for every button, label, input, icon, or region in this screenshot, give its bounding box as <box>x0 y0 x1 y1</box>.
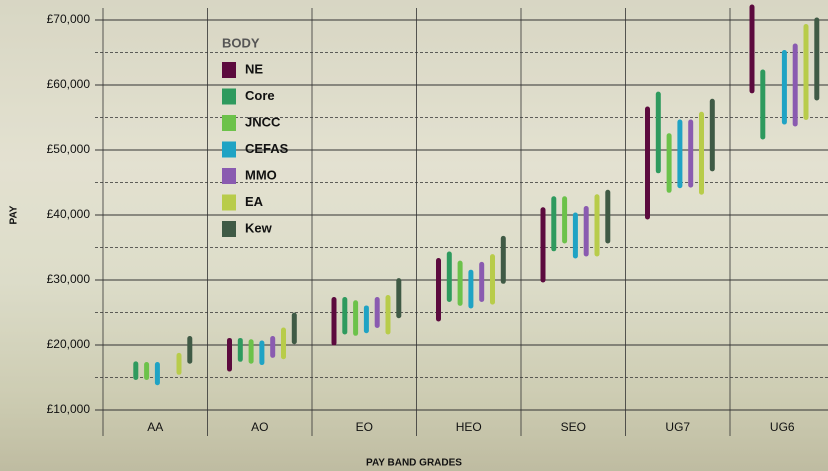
y-tick-label: £60,000 <box>47 77 91 91</box>
legend-swatch <box>222 168 236 184</box>
legend-label: EA <box>245 194 264 209</box>
y-tick-label: £40,000 <box>47 207 91 221</box>
y-tick-label: £30,000 <box>47 272 91 286</box>
x-tick-label: UG6 <box>770 420 795 434</box>
x-tick-label: AA <box>147 420 163 434</box>
legend-label: Core <box>245 88 275 103</box>
legend-swatch <box>222 115 236 131</box>
x-axis-label: PAY BAND GRADES <box>366 458 462 469</box>
legend-label: Kew <box>245 220 273 235</box>
y-tick-label: £70,000 <box>47 12 91 26</box>
y-tick-label: £50,000 <box>47 142 91 156</box>
legend-label: JNCC <box>245 114 281 129</box>
legend-label: NE <box>245 61 263 76</box>
y-tick-label: £20,000 <box>47 337 91 351</box>
legend-swatch <box>222 88 236 105</box>
y-tick-label: £10,000 <box>47 402 91 416</box>
legend-label: MMO <box>245 167 277 182</box>
x-tick-label: UG7 <box>665 420 690 434</box>
legend-swatch <box>222 141 236 158</box>
x-tick-label: SEO <box>561 420 586 434</box>
legend-label: CEFAS <box>245 141 289 156</box>
x-tick-label: HEO <box>456 420 482 434</box>
legend-swatch <box>222 194 236 211</box>
y-axis-label: PAY <box>9 205 20 224</box>
legend-swatch <box>222 62 236 78</box>
x-tick-label: AO <box>251 420 268 434</box>
legend-swatch <box>222 221 236 237</box>
x-tick-label: EO <box>356 420 373 434</box>
legend-title: BODY <box>222 35 260 50</box>
